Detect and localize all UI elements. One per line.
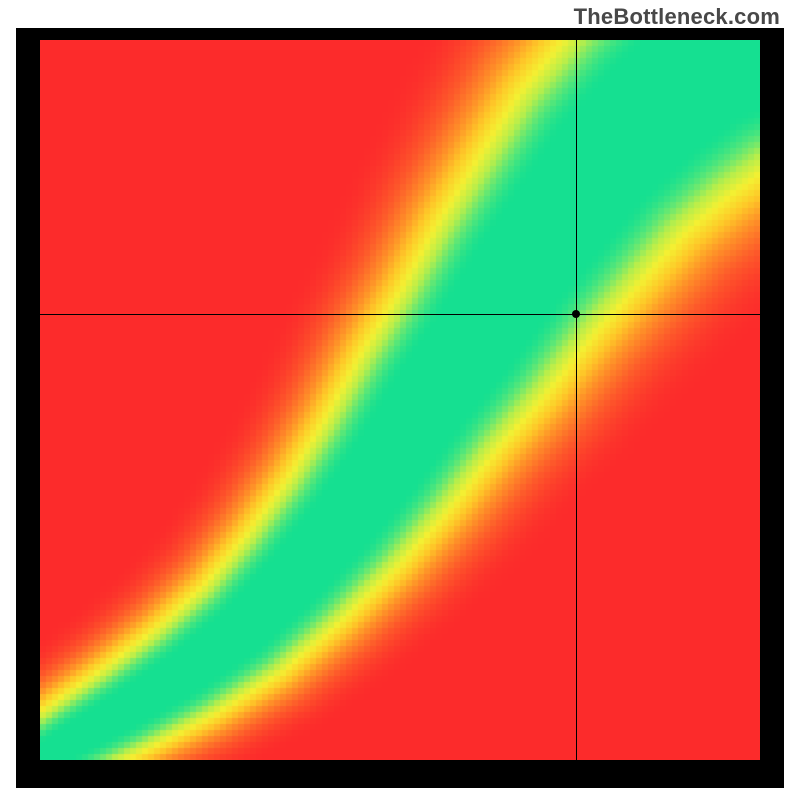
bottleneck-heatmap — [40, 40, 760, 760]
plot-outer-frame — [16, 28, 784, 788]
watermark-text: TheBottleneck.com — [574, 4, 780, 30]
